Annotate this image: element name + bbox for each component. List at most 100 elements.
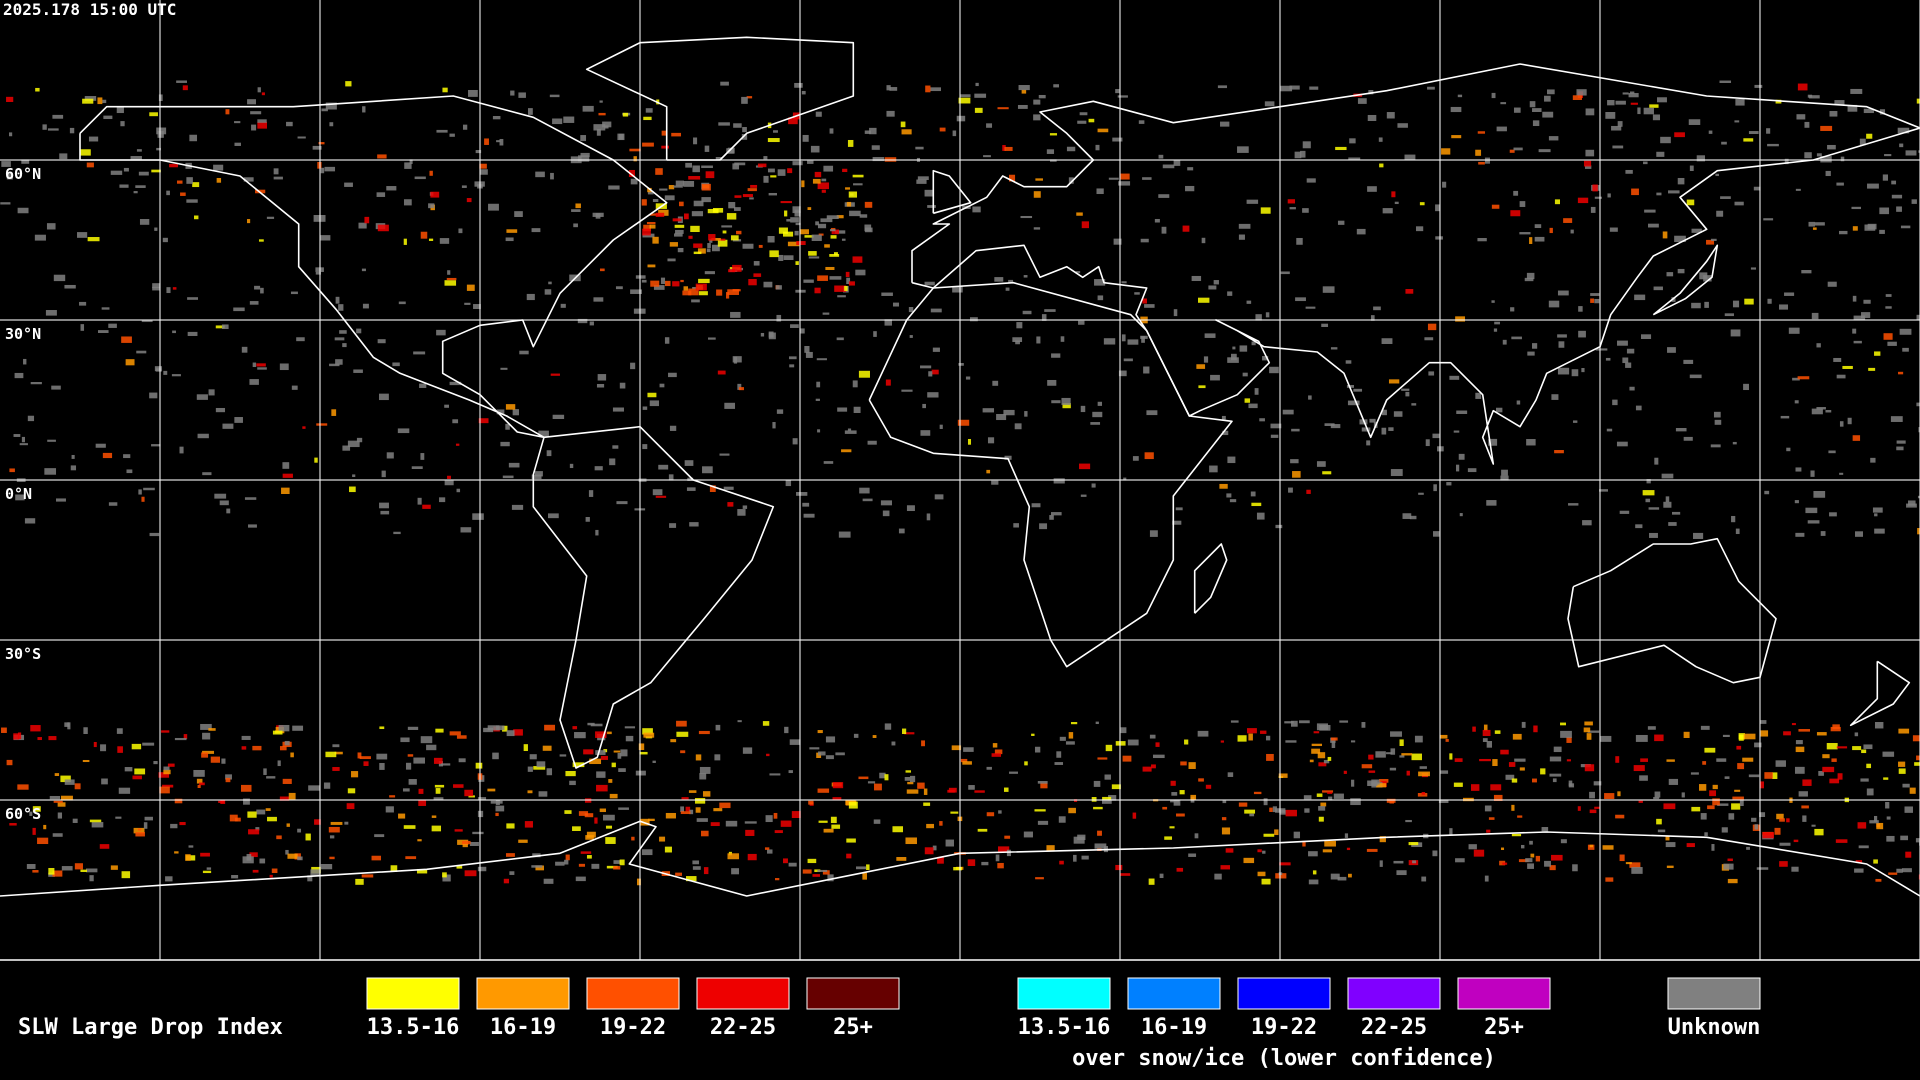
cloud-pixel — [1312, 870, 1317, 875]
cloud-pixel — [1511, 804, 1515, 811]
cloud-pixel — [1709, 790, 1717, 797]
cloud-pixel — [794, 210, 801, 217]
cloud-pixel — [6, 96, 14, 102]
cloud-pixel — [1221, 827, 1231, 835]
cloud-pixel — [1203, 356, 1209, 363]
coastline — [79, 95, 668, 439]
cloud-pixel — [577, 318, 588, 324]
cloud-pixel — [83, 727, 88, 735]
cloud-pixel — [1735, 98, 1745, 106]
cloud-pixel — [1746, 846, 1750, 850]
cloud-pixel — [197, 784, 201, 788]
cloud-pixel — [661, 130, 667, 136]
cloud-pixel — [1142, 766, 1152, 772]
cloud-pixel — [531, 474, 542, 480]
cloud-pixel — [719, 453, 730, 456]
cloud-pixel — [1331, 741, 1336, 748]
cloud-pixel — [1493, 328, 1498, 332]
cloud-pixel — [1570, 229, 1574, 234]
cloud-pixel — [1450, 106, 1462, 113]
cloud-pixel — [1037, 781, 1048, 784]
cloud-pixel — [1449, 753, 1453, 760]
cloud-pixel — [1322, 849, 1332, 853]
cloud-pixel — [166, 190, 170, 196]
cloud-pixel — [1635, 524, 1643, 529]
cloud-pixel — [379, 726, 385, 730]
cloud-pixel — [710, 822, 720, 827]
cloud-pixel — [1813, 491, 1826, 498]
cloud-pixel — [1775, 99, 1782, 104]
cloud-pixel — [789, 739, 801, 745]
cloud-pixel — [1551, 394, 1559, 400]
cloud-pixel — [1730, 329, 1741, 337]
cloud-pixel — [543, 878, 554, 884]
cloud-pixel — [1368, 89, 1374, 95]
cloud-pixel — [695, 807, 701, 813]
cloud-pixel — [768, 192, 777, 196]
cloud-pixel — [824, 244, 830, 248]
cloud-pixel — [397, 428, 410, 434]
cloud-pixel — [1654, 734, 1664, 742]
cloud-pixel — [825, 266, 835, 271]
cloud-pixel — [156, 147, 161, 151]
cloud-pixel — [1604, 793, 1615, 800]
cloud-pixel — [1666, 272, 1674, 277]
cloud-pixel — [565, 770, 576, 777]
cloud-pixel — [1912, 735, 1920, 742]
cloud-pixel — [1108, 795, 1117, 801]
cloud-pixel — [596, 784, 608, 792]
cloud-pixel — [544, 724, 556, 731]
cloud-pixel — [1657, 829, 1666, 833]
cloud-pixel — [1585, 149, 1595, 157]
cloud-pixel — [14, 372, 24, 379]
cloud-pixel — [858, 370, 870, 378]
cloud-pixel — [377, 339, 386, 344]
cloud-pixel — [1323, 759, 1330, 764]
cloud-pixel — [823, 461, 834, 464]
cloud-pixel — [1688, 119, 1701, 125]
cloud-pixel — [1656, 151, 1665, 157]
cloud-pixel — [803, 513, 815, 518]
cloud-pixel — [1737, 763, 1745, 770]
cloud-pixel — [1127, 339, 1139, 345]
cloud-pixel — [728, 202, 736, 209]
cloud-pixel — [1511, 833, 1522, 837]
cloud-pixel — [93, 741, 97, 748]
cloud-pixel — [1096, 188, 1104, 195]
cloud-pixel — [320, 863, 333, 870]
cloud-pixel — [1262, 850, 1266, 854]
cloud-pixel — [386, 452, 394, 459]
cloud-pixel — [126, 469, 133, 474]
cloud-pixel — [1712, 784, 1718, 790]
cloud-pixel — [72, 818, 78, 823]
cloud-pixel — [715, 724, 721, 731]
cloud-pixel — [88, 136, 99, 142]
cloud-pixel — [80, 324, 85, 331]
cloud-pixel — [963, 747, 974, 752]
cloud-pixel — [867, 440, 877, 445]
cloud-pixel — [257, 87, 261, 93]
cloud-pixel — [1120, 873, 1131, 876]
cloud-pixel — [1625, 362, 1632, 368]
cloud-pixel — [60, 795, 73, 801]
cloud-pixel — [52, 114, 64, 119]
cloud-pixel — [633, 156, 637, 162]
cloud-pixel — [726, 213, 737, 220]
cloud-pixel — [535, 865, 544, 871]
cloud-pixel — [589, 321, 594, 326]
cloud-pixel — [791, 811, 801, 818]
cloud-pixel — [1033, 191, 1041, 198]
cloud-pixel — [1891, 194, 1903, 199]
cloud-pixel — [1439, 734, 1448, 739]
cloud-pixel — [848, 191, 858, 198]
cloud-pixel — [287, 853, 298, 859]
cloud-pixel — [52, 870, 63, 877]
cloud-pixel — [1706, 239, 1715, 245]
cloud-pixel — [652, 489, 663, 496]
legend-swatch — [586, 977, 680, 1010]
cloud-pixel — [565, 854, 570, 861]
cloud-pixel — [1051, 353, 1061, 358]
cloud-pixel — [21, 436, 26, 443]
cloud-pixel — [435, 788, 441, 794]
cloud-pixel — [1247, 728, 1257, 734]
